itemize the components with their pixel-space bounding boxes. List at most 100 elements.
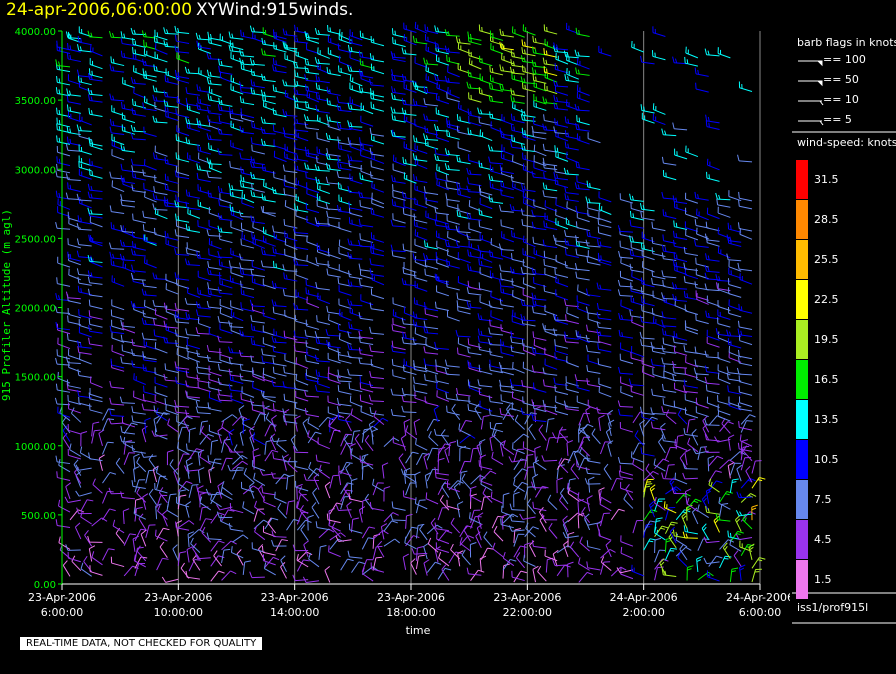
wind-barb — [154, 386, 168, 398]
wind-barb — [185, 189, 200, 199]
wind-barb — [243, 467, 255, 483]
wind-barb — [478, 388, 493, 399]
wind-barb — [444, 45, 460, 54]
wind-barb — [543, 258, 558, 269]
wind-barb — [414, 255, 428, 268]
wind-barb — [513, 533, 525, 547]
wind-barb — [56, 117, 71, 128]
wind-barb — [66, 95, 81, 105]
wind-barb — [521, 183, 536, 192]
wind-barb — [62, 432, 71, 450]
wind-barb — [619, 193, 634, 204]
x-tick-time: 18:00:00 — [386, 606, 435, 619]
wind-barb — [361, 559, 374, 572]
wind-barb — [282, 79, 298, 87]
wind-barb — [264, 439, 273, 455]
wind-barb — [57, 371, 71, 384]
wind-barb — [640, 211, 655, 221]
wind-barb — [77, 44, 92, 53]
wind-barb — [500, 219, 514, 230]
wind-barb — [413, 219, 428, 230]
wind-barb — [197, 381, 211, 393]
wind-barb — [444, 359, 460, 368]
wind-barb — [347, 331, 363, 339]
wind-barb — [673, 345, 688, 356]
wind-barb — [488, 395, 504, 405]
wind-barb — [510, 330, 525, 340]
wind-barb — [337, 353, 352, 364]
wind-barb — [522, 277, 536, 289]
wind-barb — [716, 198, 731, 208]
wind-barb — [68, 361, 81, 373]
wind-barb — [739, 434, 753, 447]
wind-barb — [424, 259, 439, 270]
wind-barb — [271, 471, 287, 479]
wind-barb — [110, 309, 125, 320]
wind-barb — [511, 278, 525, 290]
wind-barb — [177, 551, 187, 566]
wind-barb — [634, 430, 645, 446]
wind-barb — [694, 346, 709, 356]
wind-barb — [544, 83, 558, 95]
wind-barb — [102, 441, 114, 455]
x-tick-date: 23-Apr-2006 — [144, 591, 212, 604]
wind-barb — [111, 149, 125, 161]
wind-barb — [144, 299, 157, 312]
wind-barb — [326, 513, 341, 524]
wind-barb — [381, 462, 389, 479]
wind-barb — [220, 514, 233, 528]
wind-barb — [286, 518, 300, 531]
wind-barb — [230, 392, 244, 404]
wind-barb — [176, 415, 190, 427]
wind-barb — [489, 270, 504, 281]
wind-barb — [370, 101, 385, 112]
wind-barb — [686, 497, 699, 512]
wind-barb — [185, 501, 192, 518]
wind-barb — [325, 162, 341, 171]
wind-barb — [109, 251, 125, 260]
colorbar-label: 16.5 — [814, 373, 839, 386]
wind-barb — [217, 148, 233, 156]
wind-barb — [190, 537, 201, 554]
wind-barb — [456, 501, 464, 518]
wind-barb — [348, 206, 363, 218]
wind-barb — [541, 513, 558, 521]
wind-barb — [509, 514, 525, 523]
wind-barb — [553, 328, 569, 337]
wind-barb — [444, 29, 460, 37]
wind-barb — [347, 550, 363, 559]
wind-barb — [470, 474, 486, 485]
wind-barb — [359, 137, 374, 147]
wind-barb — [185, 457, 192, 474]
wind-barb — [336, 96, 352, 105]
wind-barb — [520, 266, 536, 276]
wind-barb — [240, 222, 255, 234]
wind-barb — [217, 426, 224, 444]
wind-barb — [684, 304, 699, 315]
wind-barb — [87, 72, 103, 82]
wind-barb — [292, 445, 309, 454]
wind-barb — [596, 406, 612, 415]
wind-barb — [217, 212, 233, 222]
wind-barb — [154, 29, 168, 41]
wind-barb — [563, 50, 579, 59]
wind-barb — [467, 403, 482, 414]
wind-barb — [133, 554, 147, 568]
wind-barb — [338, 333, 352, 345]
wind-barb — [308, 461, 320, 477]
wind-barb — [403, 34, 417, 46]
wind-barb — [467, 263, 482, 274]
wind-barb — [727, 307, 742, 318]
wind-barb — [525, 522, 536, 538]
wind-barb — [437, 457, 445, 474]
wind-barb — [260, 390, 276, 398]
wind-barb — [67, 74, 81, 86]
wind-barb — [533, 93, 547, 105]
wind-barb — [286, 474, 295, 490]
wind-barb — [737, 154, 753, 163]
wind-barb — [704, 265, 720, 273]
wind-barb — [242, 560, 251, 576]
wind-barb — [663, 501, 677, 514]
x-axis-label: time — [406, 624, 431, 637]
wind-barb — [413, 213, 428, 224]
